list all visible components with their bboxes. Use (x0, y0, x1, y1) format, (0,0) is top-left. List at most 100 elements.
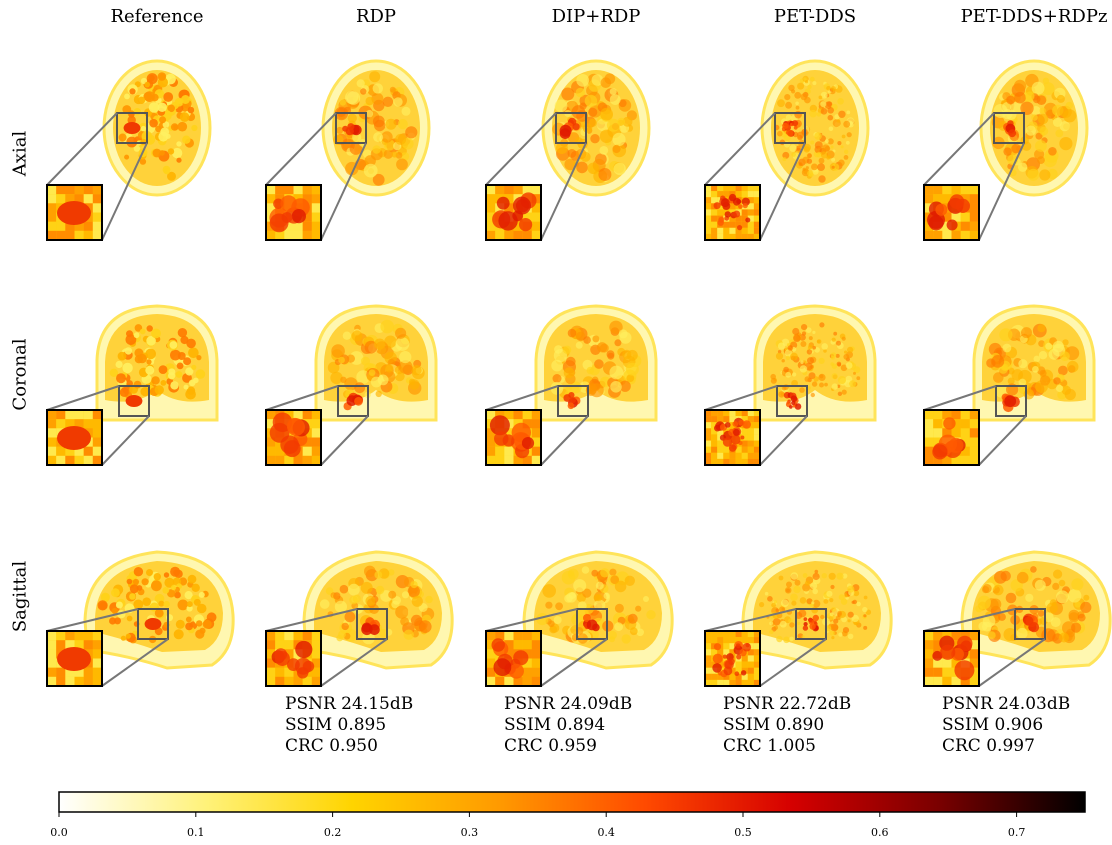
column-title-dip-rdp: DIP+RDP (551, 6, 641, 27)
connector-line (759, 142, 806, 241)
metrics-rdp: PSNR 24.15dB SSIM 0.895 CRC 0.950 (285, 694, 413, 757)
zoom-inset (923, 184, 980, 241)
zoom-inset (485, 409, 542, 466)
connector-line (320, 142, 367, 241)
ssim-value: SSIM 0.906 (942, 715, 1044, 735)
zoom-inset (485, 630, 542, 687)
colorbar-tick-label: 0.6 (871, 826, 889, 839)
colorbar: 0.0 0.1 0.2 0.3 0.4 0.5 0.6 0.7 (50, 791, 1086, 839)
connector-line (540, 415, 589, 466)
psnr-value: PSNR 24.03dB (942, 694, 1071, 714)
lesion (559, 117, 580, 140)
roi-box (774, 112, 806, 144)
connector-line (265, 608, 358, 632)
connector-line (978, 142, 1025, 241)
roi-box (335, 112, 367, 144)
image-grid (46, 59, 1112, 687)
zoom-inset (704, 409, 761, 466)
connector-line (320, 638, 388, 687)
roi-box (995, 385, 1027, 417)
roi-box (337, 385, 369, 417)
roi-box (356, 608, 388, 640)
roi-box (137, 608, 169, 640)
colorbar-gradient (58, 791, 1086, 813)
connector-line (704, 608, 797, 632)
connector-line (704, 112, 776, 186)
crc-value: CRC 0.997 (942, 736, 1035, 756)
brain-slice (534, 304, 658, 422)
brain-slice (972, 304, 1096, 422)
colorbar-tick-label: 0.1 (187, 826, 205, 839)
crc-value: CRC 1.005 (723, 736, 816, 756)
crc-value: CRC 0.959 (504, 736, 597, 756)
lesion (1001, 393, 1020, 413)
ssim-value: SSIM 0.894 (504, 715, 606, 735)
brain-slice (753, 304, 877, 422)
psnr-value: PSNR 22.72dB (723, 694, 852, 714)
roi-box (776, 385, 808, 417)
zoom-inset (704, 184, 761, 241)
column-title-rdp: RDP (355, 6, 397, 27)
connector-line (540, 638, 608, 687)
connector-line (759, 638, 827, 687)
connector-line (923, 112, 995, 186)
lesion (583, 614, 600, 632)
psnr-value: PSNR 24.15dB (285, 694, 414, 714)
colorbar-tick-label: 0.2 (324, 826, 342, 839)
connector-line (704, 385, 778, 411)
connector-line (101, 638, 169, 687)
roi-box (1014, 608, 1046, 640)
lesion (123, 122, 141, 134)
brain-slice (102, 59, 212, 197)
colorbar-tick-label: 0.3 (461, 826, 479, 839)
colorbar-tick-label: 0.0 (50, 826, 68, 839)
zoom-inset (704, 630, 761, 687)
zoom-inset (923, 409, 980, 466)
roi-box (116, 112, 148, 144)
lesion (563, 392, 581, 410)
lesion (783, 391, 802, 410)
metrics-dip-rdp: PSNR 24.09dB SSIM 0.894 CRC 0.959 (504, 694, 632, 757)
ssim-value: SSIM 0.890 (723, 715, 825, 735)
connector-line (46, 112, 118, 186)
connector-line (923, 608, 1016, 632)
roi-box (118, 385, 150, 417)
roi-box (557, 385, 589, 417)
zoom-inset (485, 184, 542, 241)
connector-line (485, 608, 578, 632)
colorbar-tick-label: 0.4 (597, 826, 615, 839)
lesion (361, 617, 381, 636)
column-title-pet-dds: PET-DDS (773, 6, 857, 27)
lesion (1022, 613, 1040, 633)
lesion (802, 614, 819, 632)
zoom-inset (46, 184, 103, 241)
crc-value: CRC 0.950 (285, 736, 378, 756)
brain-slice (979, 59, 1089, 197)
connector-line (759, 415, 808, 466)
column-title-reference: Reference (110, 6, 204, 27)
brain-slice (321, 59, 431, 197)
colorbar-tick-label: 0.5 (734, 826, 752, 839)
ssim-value: SSIM 0.895 (285, 715, 387, 735)
lesion (1003, 120, 1017, 138)
brain-slice (95, 304, 219, 422)
zoom-inset (46, 630, 103, 687)
zoom-inset (265, 409, 322, 466)
lesion (781, 120, 799, 137)
brain-slice (314, 304, 438, 422)
zoom-inset (46, 409, 103, 466)
roi-box (576, 608, 608, 640)
lesion (342, 123, 362, 136)
lesion (343, 392, 364, 411)
connector-line (485, 112, 557, 186)
zoom-inset (265, 184, 322, 241)
connector-line (978, 638, 1046, 687)
connector-line (101, 142, 148, 241)
zoom-inset (265, 630, 322, 687)
connector-line (101, 415, 150, 466)
brain-slice (760, 59, 870, 197)
zoom-inset (923, 630, 980, 687)
metrics-pet-dds: PSNR 22.72dB SSIM 0.890 CRC 1.005 (723, 694, 851, 757)
connector-line (265, 385, 339, 411)
roi-box (993, 112, 1025, 144)
